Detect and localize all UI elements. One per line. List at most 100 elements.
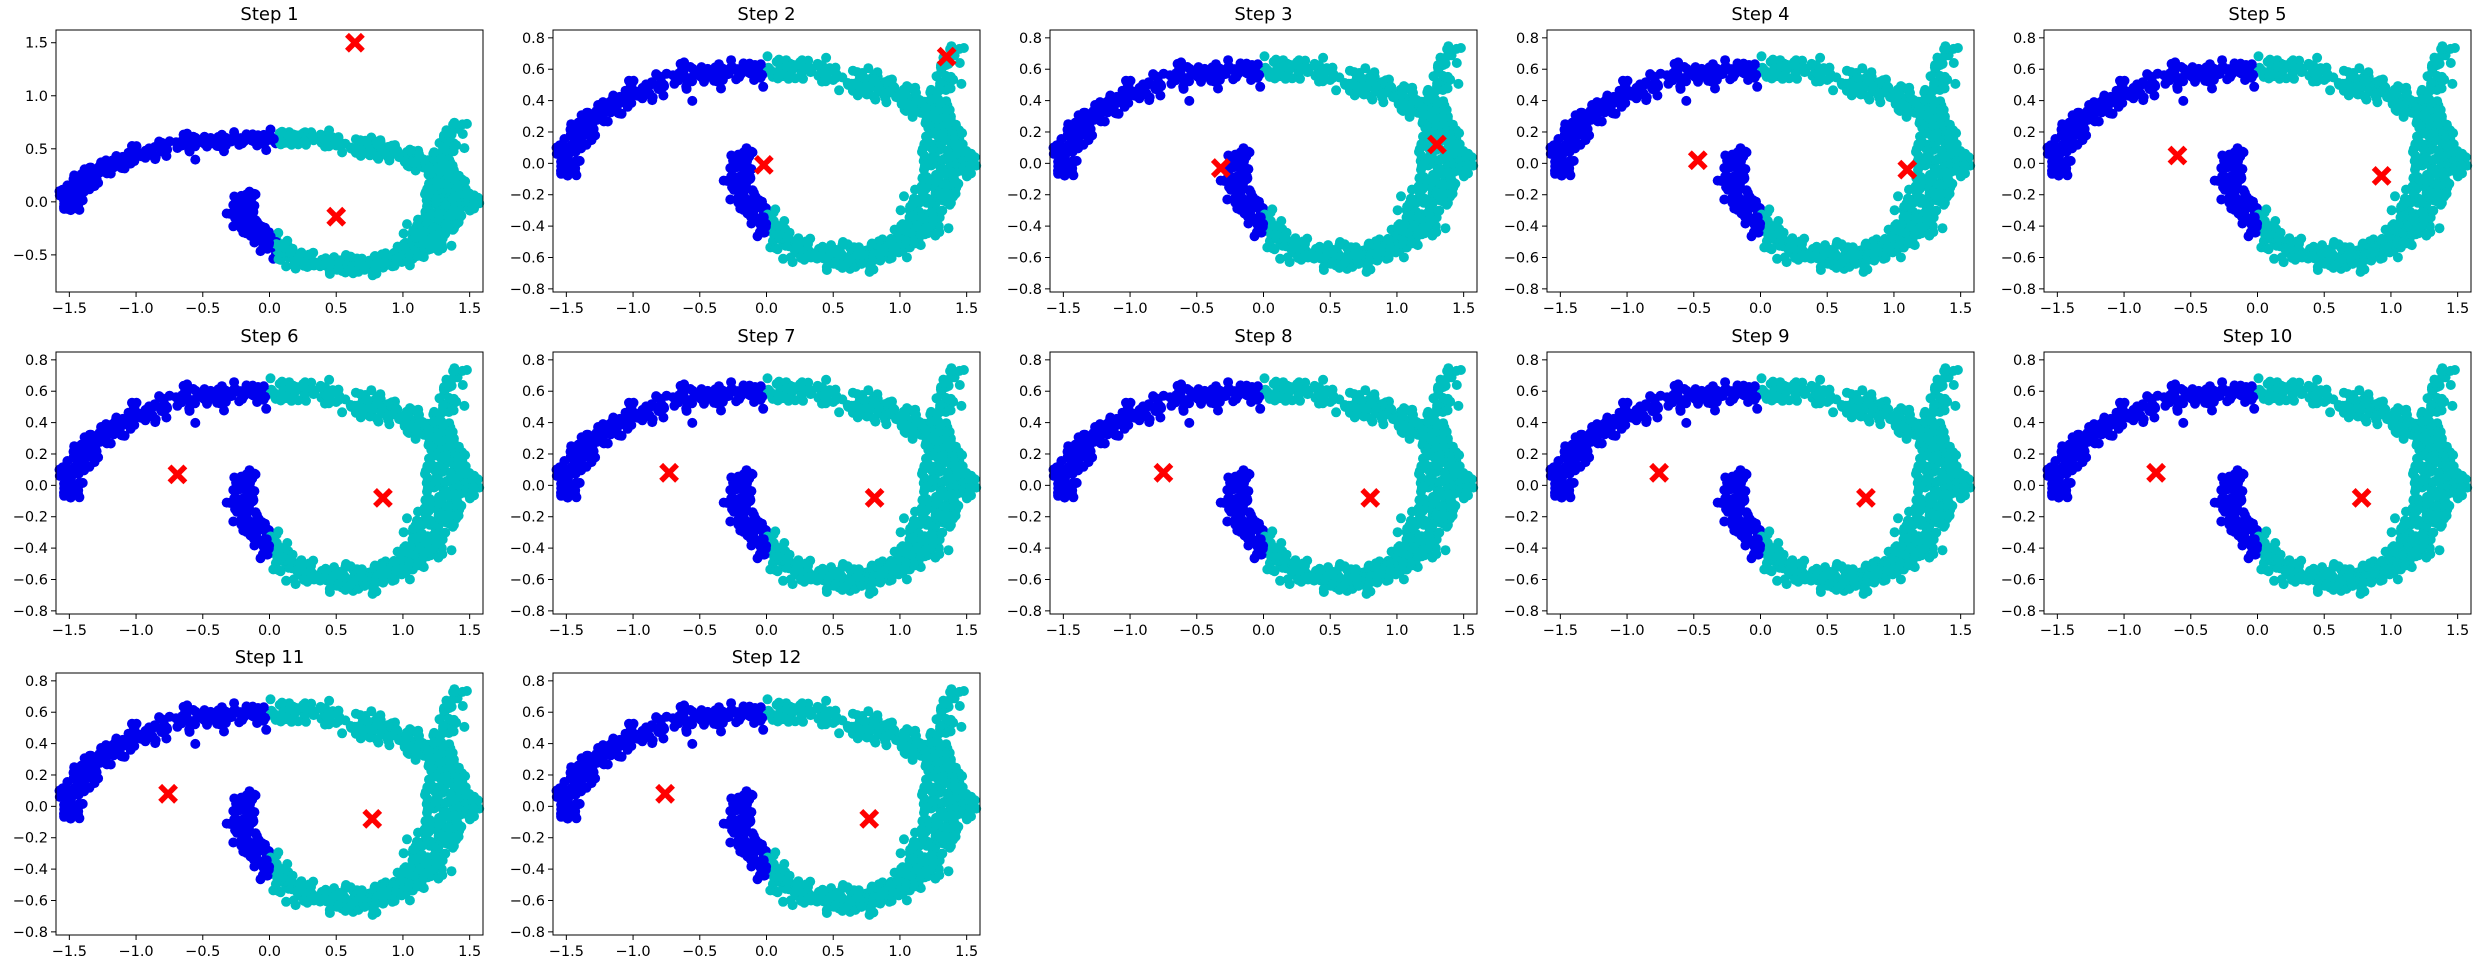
data-point xyxy=(658,79,669,90)
data-point xyxy=(1184,95,1195,106)
data-point xyxy=(1434,163,1445,174)
data-point xyxy=(621,87,632,98)
data-point xyxy=(1425,154,1435,164)
data-point xyxy=(1951,128,1962,139)
data-point xyxy=(1238,183,1249,194)
data-point xyxy=(869,74,880,85)
data-point xyxy=(934,84,945,95)
data-point xyxy=(791,60,802,71)
data-point xyxy=(365,144,376,155)
data-point xyxy=(398,228,409,239)
data-point xyxy=(333,263,344,274)
centroid-marker xyxy=(1687,150,1708,171)
data-point xyxy=(1331,85,1342,96)
data-point xyxy=(1118,87,1129,98)
data-point xyxy=(805,67,816,78)
data-point xyxy=(1271,221,1282,232)
data-point xyxy=(422,191,433,202)
data-point xyxy=(1385,81,1396,92)
x-tick-label: −1.5 xyxy=(1543,301,1578,317)
data-point xyxy=(687,76,698,87)
data-point xyxy=(1589,110,1599,121)
x-tick-label: 0.5 xyxy=(325,301,348,317)
data-point xyxy=(745,211,756,222)
data-point xyxy=(774,221,785,232)
data-point xyxy=(1404,211,1415,222)
data-point xyxy=(1729,174,1740,185)
data-point xyxy=(1913,150,1924,161)
data-point xyxy=(1437,179,1448,190)
y-tick-label: 0.4 xyxy=(522,94,545,110)
data-point xyxy=(1768,221,1779,232)
data-point xyxy=(1910,181,1921,192)
centroid-marker xyxy=(1897,159,1918,180)
data-point xyxy=(308,135,319,146)
data-point xyxy=(1396,191,1406,202)
data-point xyxy=(1257,221,1268,232)
data-point xyxy=(1349,67,1360,78)
data-point xyxy=(1092,110,1102,121)
data-point xyxy=(293,254,304,265)
x-tick-label: −1.0 xyxy=(118,301,153,317)
data-point xyxy=(1569,131,1580,142)
data-point xyxy=(1429,114,1440,125)
x-tick-label: 0.5 xyxy=(1816,301,1839,317)
data-point xyxy=(108,158,119,169)
data-point xyxy=(1937,223,1948,234)
data-point xyxy=(1148,69,1159,80)
data-point xyxy=(65,192,76,202)
data-point xyxy=(1752,212,1763,223)
data-point xyxy=(1431,227,1442,238)
data-point xyxy=(605,102,616,113)
data-point xyxy=(1072,131,1083,142)
x-tick-label: 0.5 xyxy=(822,301,845,317)
data-point xyxy=(1255,212,1266,223)
x-tick-label: 1.0 xyxy=(1882,301,1905,317)
data-point xyxy=(1667,70,1678,81)
y-tick-label: −0.8 xyxy=(1504,282,1539,298)
data-point xyxy=(1572,140,1582,151)
data-point xyxy=(675,58,686,69)
data-point xyxy=(831,245,842,255)
data-point xyxy=(190,141,201,152)
data-point xyxy=(1269,244,1280,255)
data-point xyxy=(1076,123,1087,134)
data-point xyxy=(930,177,941,187)
data-point xyxy=(1856,80,1867,91)
data-point xyxy=(1893,191,1903,202)
data-point xyxy=(896,99,907,110)
data-point xyxy=(1848,87,1859,98)
subplot-title: Step 2 xyxy=(737,4,795,25)
data-point xyxy=(1915,222,1926,233)
data-point xyxy=(802,252,813,263)
data-point xyxy=(1905,87,1915,98)
data-point xyxy=(1155,79,1166,90)
data-point xyxy=(1413,181,1424,192)
data-point xyxy=(1075,140,1085,151)
data-point xyxy=(451,140,462,151)
data-point xyxy=(888,81,899,92)
data-point xyxy=(735,203,746,214)
y-tick-label: −0.2 xyxy=(510,188,545,204)
data-point xyxy=(71,203,82,214)
data-point xyxy=(938,191,949,202)
y-tick-label: 0.6 xyxy=(1019,62,1042,78)
data-point xyxy=(1896,81,1907,92)
data-point xyxy=(1244,147,1255,158)
data-point xyxy=(230,133,241,144)
data-point xyxy=(1144,92,1155,103)
data-point xyxy=(423,163,434,174)
data-point xyxy=(581,110,592,121)
data-point xyxy=(895,224,906,235)
data-point xyxy=(1697,69,1708,80)
data-point xyxy=(1556,151,1567,162)
y-tick-label: 1.0 xyxy=(25,89,48,105)
data-point xyxy=(61,203,72,214)
data-point xyxy=(1784,73,1795,84)
data-point xyxy=(907,211,918,222)
data-point xyxy=(943,223,954,234)
data-point xyxy=(1408,87,1418,98)
data-point xyxy=(1287,73,1298,84)
data-point xyxy=(1768,54,1778,65)
data-point xyxy=(221,208,232,219)
